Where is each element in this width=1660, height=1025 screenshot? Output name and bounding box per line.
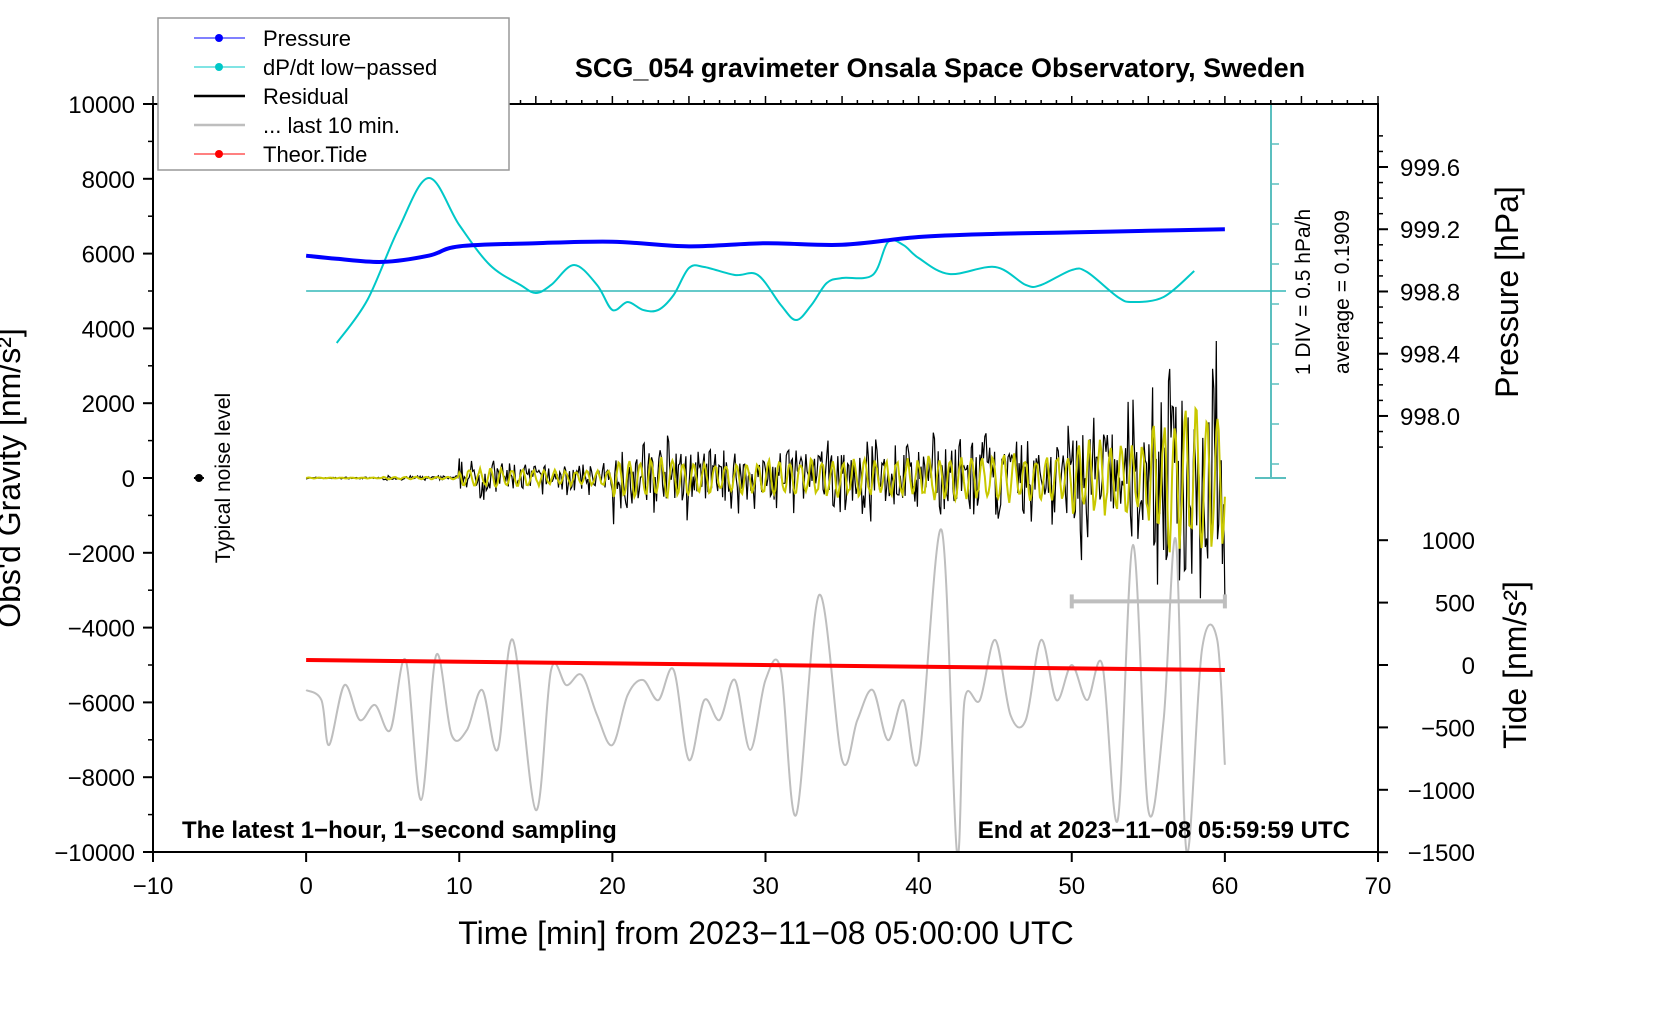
y-tick-label-left: 2000 xyxy=(82,391,135,418)
x-tick-label: 70 xyxy=(1365,873,1392,900)
y-tick-label-left: 0 xyxy=(122,466,135,493)
y-tick-label-left: −8000 xyxy=(68,765,135,792)
y-tick-label-pressure: 998.0 xyxy=(1400,404,1460,431)
annotation-end-time: End at 2023−11−08 05:59:59 UTC xyxy=(978,817,1350,844)
dpdt-scale-label: 1 DIV = 0.5 hPa/h xyxy=(1292,209,1315,375)
y-axis-label-left: Obs'd Gravity [nm/s²] xyxy=(0,328,27,628)
y-tick-label-left: 10000 xyxy=(68,92,135,119)
x-tick-label: 10 xyxy=(446,873,473,900)
series-dpdt xyxy=(335,177,1195,344)
y-tick-label-left: −2000 xyxy=(68,541,135,568)
y-tick-label-pressure: 998.4 xyxy=(1400,342,1460,369)
legend-marker xyxy=(215,63,223,71)
y-axis-label-tide: Tide [nm/s²] xyxy=(1497,581,1533,749)
y-tick-label-tide: −500 xyxy=(1421,715,1475,742)
legend: Pressure dP/dt low−passed Residual ... last… xyxy=(157,17,510,171)
legend-box xyxy=(157,17,510,171)
x-tick-label: 0 xyxy=(299,873,312,900)
y-tick-label-left: 8000 xyxy=(82,167,135,194)
legend-marker xyxy=(215,150,223,158)
series-last-10-min xyxy=(305,528,1226,852)
noise-level-label: Typical noise level xyxy=(212,393,235,563)
legend-label: Residual xyxy=(263,84,349,109)
y-tick-label-left: 6000 xyxy=(82,242,135,269)
legend-label: dP/dt low−passed xyxy=(263,55,437,80)
y-tick-label-pressure: 999.6 xyxy=(1400,155,1460,182)
y-tick-label-tide: −1500 xyxy=(1408,840,1475,867)
x-axis-label: Time [min] from 2023−11−08 05:00:00 UTC xyxy=(458,915,1073,951)
annotation-sampling: The latest 1−hour, 1−second sampling xyxy=(182,817,617,844)
y-tick-label-tide: −1000 xyxy=(1408,778,1475,805)
dpdt-average-label: average = 0.1909 xyxy=(1331,210,1354,374)
y-tick-label-pressure: 998.8 xyxy=(1400,279,1460,306)
y-tick-label-pressure: 999.2 xyxy=(1400,217,1460,244)
legend-label: Pressure xyxy=(263,26,351,51)
x-tick-label: 60 xyxy=(1212,873,1239,900)
noise-level-dot xyxy=(194,474,203,482)
y-axis-label-pressure: Pressure [hPa] xyxy=(1489,186,1525,398)
series-residual xyxy=(305,340,1226,600)
x-tick-label: 50 xyxy=(1058,873,1085,900)
x-tick-label: 20 xyxy=(599,873,626,900)
x-tick-label: 40 xyxy=(905,873,932,900)
y-tick-label-tide: 1000 xyxy=(1422,528,1475,555)
y-tick-label-tide: 0 xyxy=(1462,653,1475,680)
series-theor-tide xyxy=(306,658,1225,672)
series-residual-filtered xyxy=(305,405,1226,553)
legend-label: Theor.Tide xyxy=(263,142,367,167)
y-tick-label-left: 4000 xyxy=(82,316,135,343)
legend-marker xyxy=(215,34,223,42)
chart-title: SCG_054 gravimeter Onsala Space Observat… xyxy=(575,53,1305,83)
y-tick-label-left: −10000 xyxy=(54,840,135,867)
y-tick-label-left: −6000 xyxy=(68,690,135,717)
x-tick-label: −10 xyxy=(133,873,174,900)
y-tick-label-tide: 500 xyxy=(1435,591,1475,618)
series-pressure xyxy=(305,227,1225,264)
legend-label: ... last 10 min. xyxy=(263,113,400,138)
x-tick-label: 30 xyxy=(752,873,779,900)
y-tick-label-left: −4000 xyxy=(68,616,135,643)
